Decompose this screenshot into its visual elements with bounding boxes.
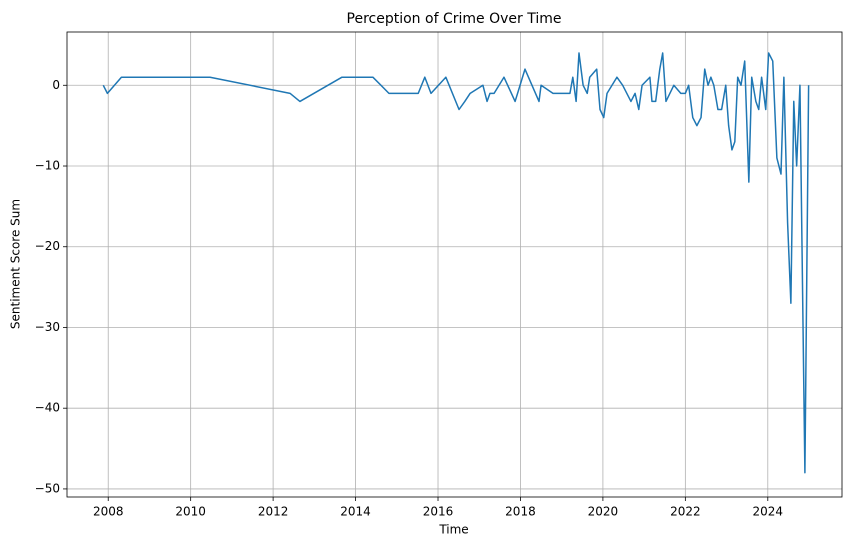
y-tick-label: −30: [35, 320, 60, 334]
y-tick-label: −40: [35, 401, 60, 415]
x-tick-label: 2024: [753, 505, 784, 519]
x-tick-label: 2012: [258, 505, 289, 519]
x-tick-label: 2018: [505, 505, 536, 519]
data-line: [102, 52, 810, 474]
x-axis-label: Time: [438, 523, 468, 537]
x-tick-label: 2010: [175, 505, 206, 519]
x-tick-label: 2014: [340, 505, 371, 519]
y-axis-label: Sentiment Score Sum: [9, 199, 23, 329]
x-tick-label: 2022: [670, 505, 701, 519]
x-tick-label: 2016: [423, 505, 454, 519]
y-tick-label: 0: [52, 78, 60, 92]
y-tick-label: −10: [35, 159, 60, 173]
x-tick-label: 2008: [93, 505, 124, 519]
x-tick-label: 2020: [588, 505, 619, 519]
y-tick-label: −20: [35, 239, 60, 253]
chart-title: Perception of Crime Over Time: [347, 11, 562, 27]
y-tick-label: −50: [35, 481, 60, 495]
plot-frame: [66, 31, 843, 498]
